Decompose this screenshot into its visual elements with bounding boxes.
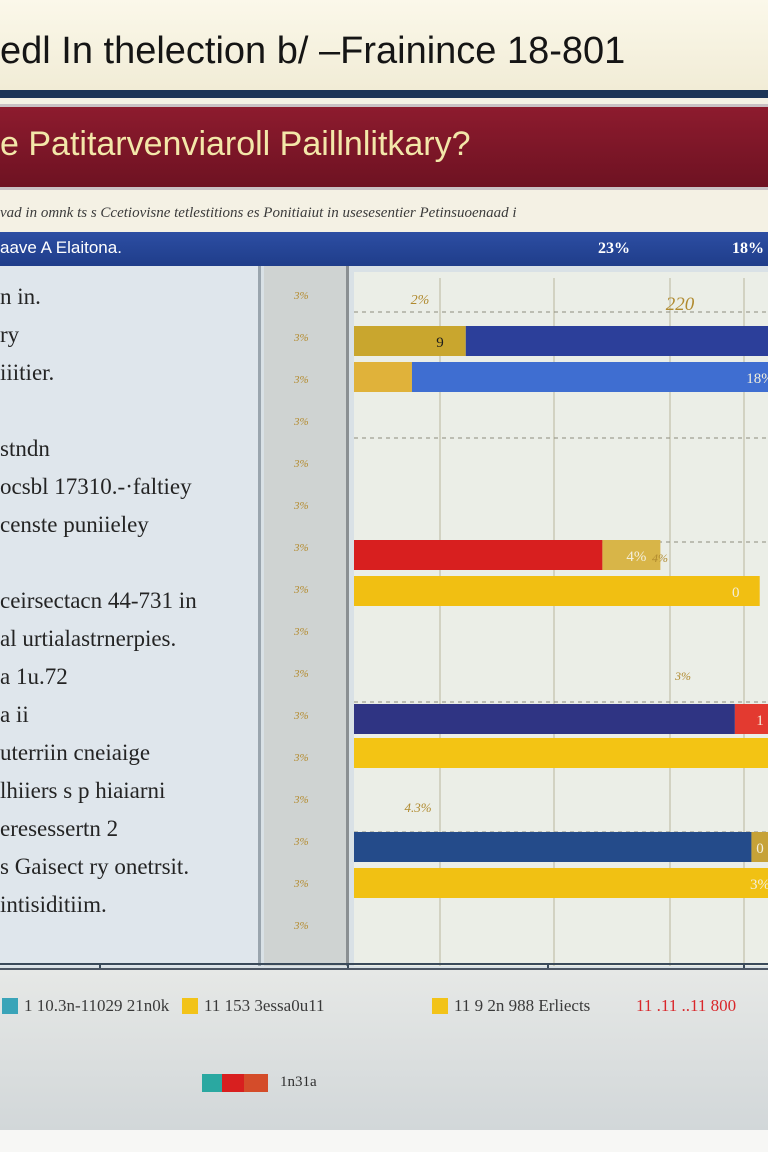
- annotation-label: 3%: [674, 669, 691, 683]
- row-tick-label: 3%: [294, 668, 309, 680]
- row-labels-column: n in. ry iiitier. stndn ocsbl 17310.-·faltie…: [0, 266, 261, 966]
- chart-caption: vad in omnk ts s Ccetiovisne tetlestitio…: [0, 205, 517, 221]
- bar-segment: [465, 326, 768, 356]
- row-tick-label: 3%: [294, 290, 309, 302]
- bar-value-label: 3%: [750, 877, 768, 893]
- bar-segment: [354, 576, 760, 606]
- title-bar: edl In thelection b/ –Frainince 18-801: [0, 0, 768, 98]
- row-tick-label: 3%: [294, 752, 309, 764]
- bar-value-label: 0: [756, 841, 764, 857]
- annotation-label: 220: [666, 294, 695, 315]
- row-label: a 1u.72: [0, 664, 68, 689]
- annotation-label: 4%: [652, 551, 668, 565]
- row-label: s Gaisect ry onetrsit.: [0, 854, 190, 879]
- row-tick-label: 3%: [294, 416, 309, 428]
- row-tick-label: 3%: [294, 332, 309, 344]
- row-tick-label: 3%: [294, 542, 309, 554]
- row-label: eresessertn 2: [0, 816, 119, 841]
- row-tick-label: 3%: [294, 794, 309, 806]
- bar-segment: [602, 540, 661, 570]
- row-ticks-column: 3% 3% 3% 3% 3% 3% 3% 3% 3% 3% 3% 3% 3% 3% 3% 3%: [264, 266, 349, 966]
- panel-header-value: 18%: [732, 240, 764, 257]
- row-label: iiitier.: [0, 360, 55, 385]
- row-tick-label: 3%: [294, 584, 309, 596]
- row-label: al urtialastrnerpies.: [0, 626, 177, 651]
- bar-value-label: 4%: [626, 549, 646, 565]
- panel-header-label: aave A Elaitona.: [0, 238, 122, 257]
- legend-swatch: [182, 998, 198, 1014]
- row-tick-label: 3%: [294, 710, 309, 722]
- panel-header: aave A Elaitona. 23% 18%: [0, 232, 768, 266]
- row-tick-label: 3%: [294, 878, 309, 890]
- legend: 1 10.3n-11029 21n0k 11 153 3essa0u11 11 9 …: [0, 970, 768, 1130]
- row-tick-label: 3%: [294, 920, 309, 932]
- row-label: censte puniieley: [0, 512, 149, 537]
- row-label: ceirsectacn 44-731 in: [0, 588, 197, 613]
- legend-label: 11 153 3essa0u11: [204, 996, 325, 1015]
- legend-label: 11 .11 ..11 800: [636, 996, 737, 1015]
- bar-segment: [354, 540, 603, 570]
- bottom-strip: [0, 1130, 768, 1152]
- bar-segment: [751, 832, 768, 862]
- bar-segment: [354, 868, 768, 898]
- bar-segment: [354, 362, 412, 392]
- panel-header-value: 23%: [598, 240, 630, 257]
- row-tick-label: 3%: [294, 626, 309, 638]
- chart-title: edl In thelection b/ –Frainince 18-801: [0, 30, 626, 72]
- bar-value-label: 1: [756, 713, 764, 729]
- row-label: ocsbl 17310.-·faltiey: [0, 474, 192, 499]
- footer-label: 1n31a: [280, 1074, 317, 1090]
- legend-label: 11 9 2n 988 Erliects: [454, 996, 591, 1015]
- bar-segment: [354, 326, 466, 356]
- row-label: uterriin cneiaige: [0, 740, 151, 765]
- bar-plot: 9 18% 4% 0 1 0 3% 2% 220 4% 3% 4.3%: [0, 272, 768, 968]
- bar-value-label: 9: [436, 335, 444, 351]
- row-label: n in.: [0, 284, 41, 309]
- bar-value-label: 18%: [746, 371, 768, 387]
- bar-segment: [734, 704, 768, 734]
- bar-segment: [354, 738, 768, 768]
- annotation-label: 4.3%: [404, 800, 431, 815]
- legend-label: 1 10.3n-11029 21n0k: [24, 996, 170, 1015]
- legend-swatch: [432, 998, 448, 1014]
- row-label: stndn: [0, 436, 50, 461]
- chart-panel: aave A Elaitona. 23% 18% n in. ry iiitier.…: [0, 232, 768, 970]
- row-label: ry: [0, 322, 20, 347]
- row-tick-label: 3%: [294, 500, 309, 512]
- row-tick-label: 3%: [294, 836, 309, 848]
- row-label: intisiditiim.: [0, 892, 107, 917]
- footer-swatches: [202, 1074, 272, 1099]
- legend-swatch: [2, 998, 18, 1014]
- row-label: lhiiers s p hiaiarni: [0, 778, 166, 803]
- bar-segment: [411, 362, 768, 392]
- annotation-label: 2%: [411, 293, 430, 308]
- row-label: a ii: [0, 702, 29, 727]
- row-tick-label: 3%: [294, 458, 309, 470]
- bar-segment: [354, 704, 735, 734]
- row-tick-label: 3%: [294, 374, 309, 386]
- subtitle-bar: e Patitarvenviaroll Paillnlitkary?: [0, 104, 768, 190]
- bar-segment: [354, 832, 752, 862]
- chart-subtitle: e Patitarvenviaroll Paillnlitkary?: [0, 125, 471, 163]
- bar-value-label: 0: [732, 585, 740, 601]
